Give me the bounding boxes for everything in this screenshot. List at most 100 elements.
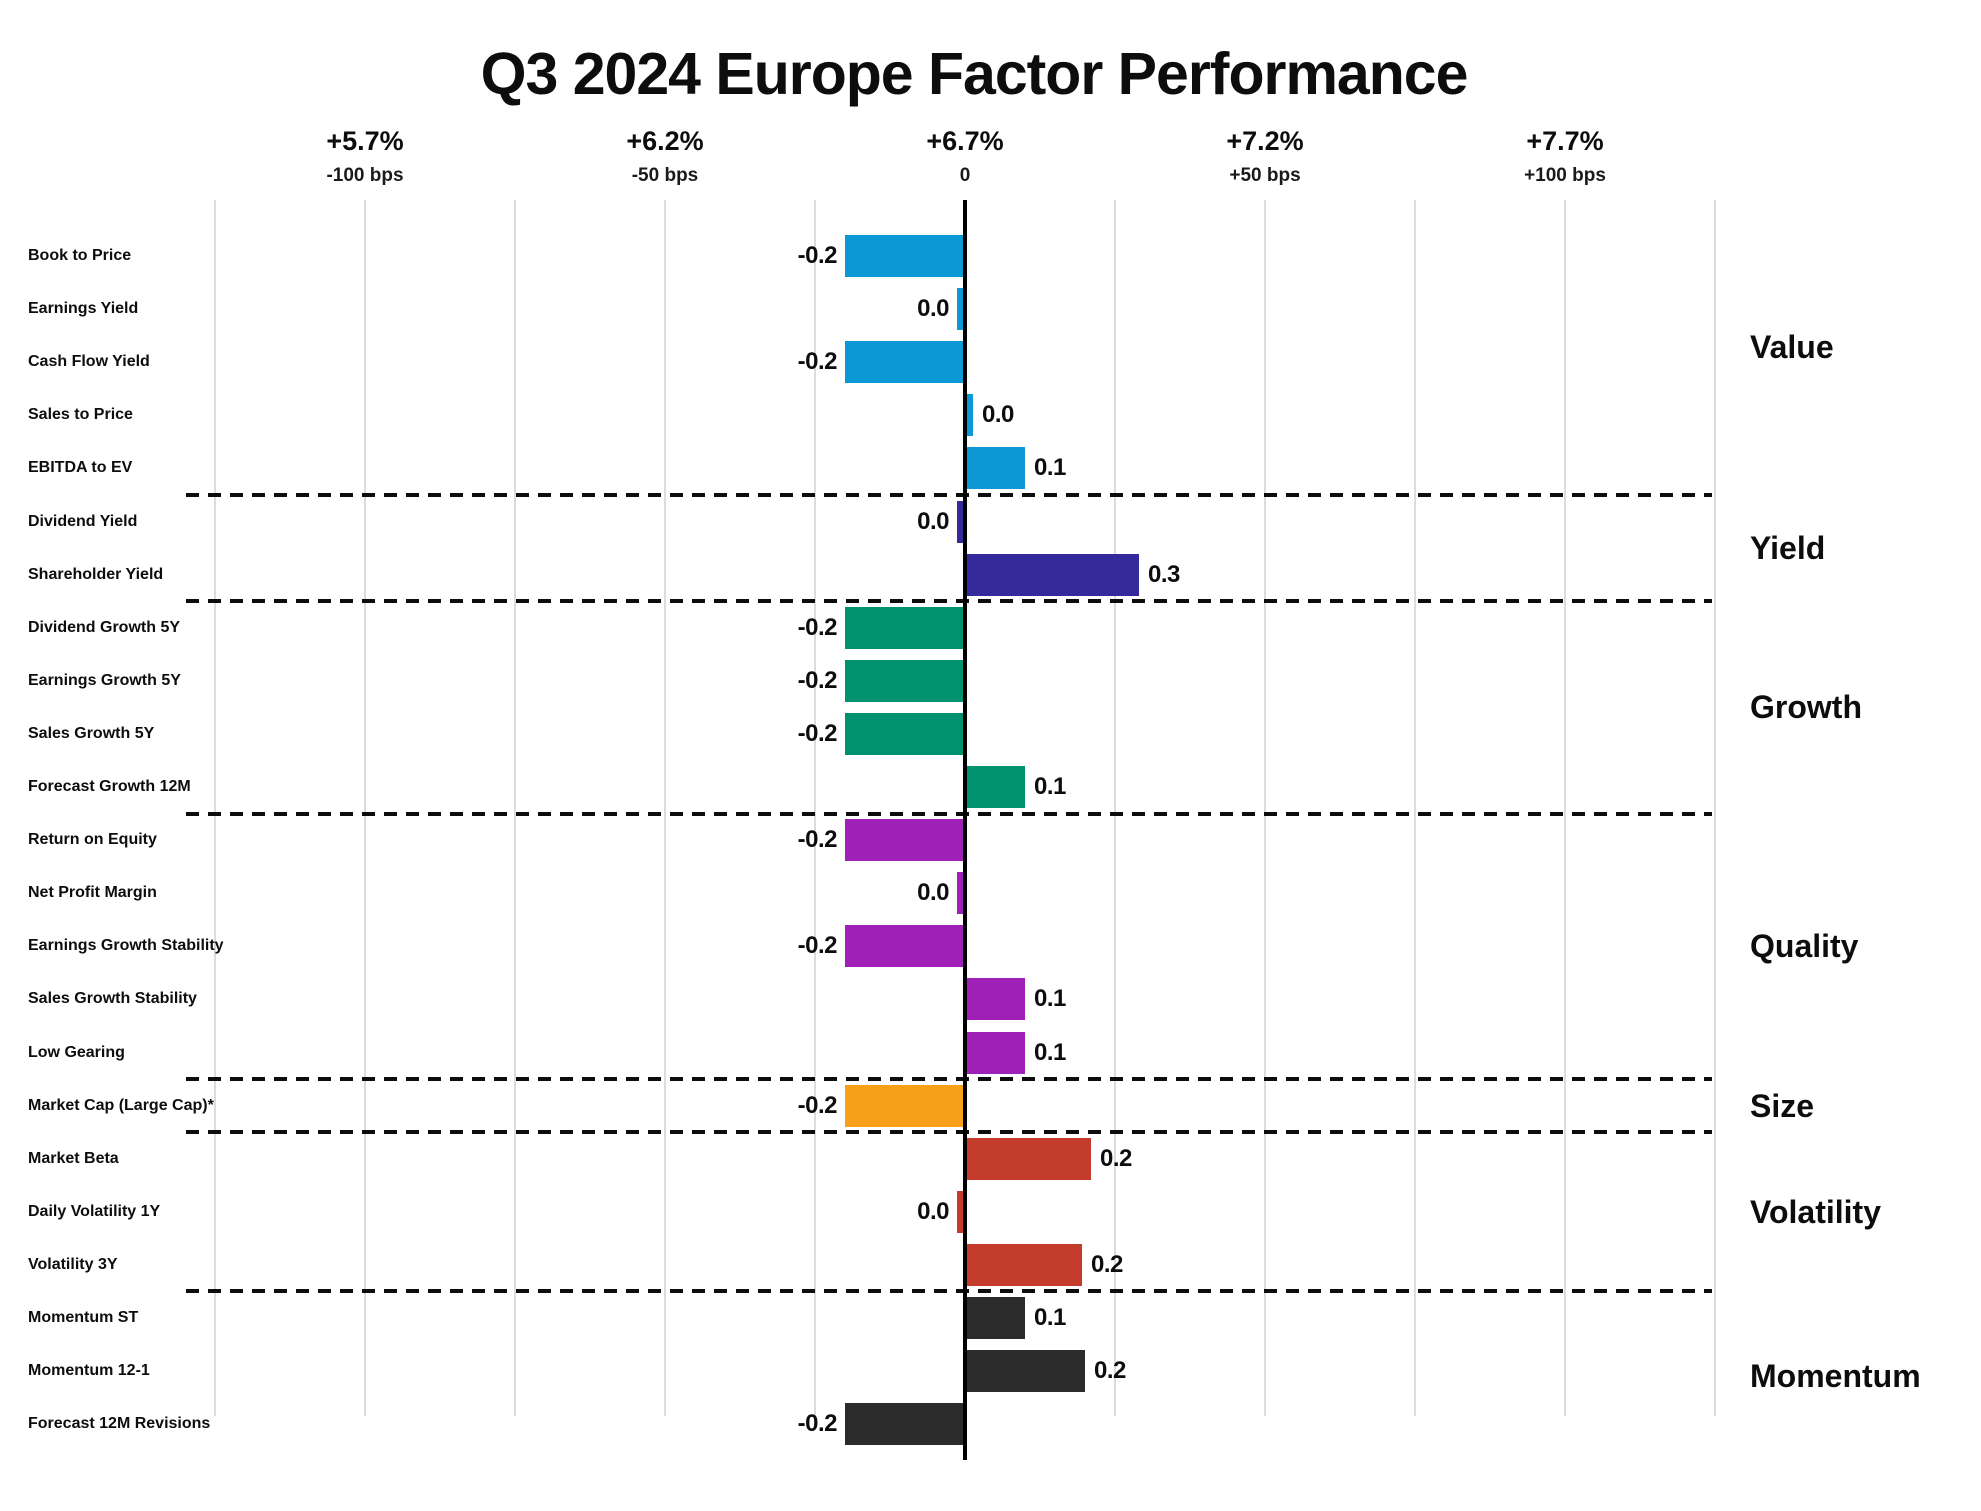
bar-value-label: 0.1 (1034, 454, 1066, 482)
group-label-volatility: Volatility (1750, 1193, 1881, 1230)
bar-value-label: 0.1 (1034, 1304, 1066, 1331)
factor-bar (845, 606, 965, 649)
vertical-gridline (514, 200, 516, 1416)
factor-label: Forecast Growth 12M (28, 778, 191, 795)
vertical-gridline (1714, 200, 1716, 1416)
factor-label: Sales Growth 5Y (28, 724, 155, 742)
group-separator-dashed-line (186, 492, 1712, 497)
vertical-gridline (1564, 200, 1566, 1416)
bar-value-label: 0.2 (1094, 1357, 1126, 1385)
bar-value-label: 0.1 (1034, 1038, 1066, 1066)
bar-value-label: 0.1 (1034, 773, 1066, 800)
factor-label: Shareholder Yield (28, 565, 164, 583)
factor-bar (957, 500, 965, 543)
factor-bar (845, 341, 965, 384)
axis-tick-bps-label: +50 bps (1229, 165, 1301, 186)
factor-label: Volatility 3Y (28, 1255, 118, 1273)
bar-value-label: 0.0 (917, 507, 949, 535)
bar-value-label: 0.1 (1034, 985, 1066, 1013)
axis-tick-percent-label: +7.7% (1526, 126, 1604, 156)
group-separator-dashed-line (186, 1130, 1712, 1135)
bar-value-label: 0.0 (917, 879, 949, 907)
bar-value-label: 0.0 (982, 401, 1014, 429)
axis-tick-percent-label: +6.7% (926, 126, 1004, 156)
group-label-growth: Growth (1750, 689, 1862, 726)
factor-label: Low Gearing (28, 1043, 125, 1061)
group-separator-dashed-line (186, 599, 1712, 604)
factor-bar (965, 1350, 1085, 1393)
factor-label: Momentum 12-1 (28, 1362, 150, 1380)
bar-value-label: -0.2 (797, 1410, 838, 1438)
factor-bar (845, 235, 965, 277)
vertical-gridline (1114, 200, 1116, 1416)
factor-label: Sales to Price (28, 406, 133, 424)
factor-bar (965, 1137, 1091, 1180)
factor-label: Earnings Growth Stability (28, 937, 224, 955)
factor-bar (957, 1190, 965, 1233)
factor-label: Cash Flow Yield (28, 353, 150, 371)
factor-bar (965, 447, 1025, 490)
factor-bar (965, 766, 1025, 808)
factor-bar (845, 1403, 965, 1446)
bar-value-label: -0.2 (797, 348, 838, 376)
bar-value-label: 0.0 (917, 295, 949, 323)
factor-bar (965, 553, 1139, 596)
factor-label: Dividend Growth 5Y (28, 618, 181, 636)
bar-value-label: 0.0 (917, 1197, 949, 1225)
group-separator-dashed-line (186, 1289, 1712, 1294)
factor-label: EBITDA to EV (28, 459, 133, 477)
vertical-gridline (1414, 200, 1416, 1416)
group-label-quality: Quality (1750, 928, 1859, 965)
factor-bar (845, 659, 965, 702)
group-separator-dashed-line (186, 811, 1712, 816)
factor-bar (957, 288, 965, 331)
factor-bar (965, 394, 973, 437)
bar-value-label: -0.2 (797, 932, 838, 960)
factor-bar (845, 925, 965, 968)
vertical-gridline (664, 200, 666, 1416)
bar-value-label: -0.2 (797, 1091, 838, 1119)
factor-label: Forecast 12M Revisions (28, 1415, 211, 1433)
zero-axis-line (963, 200, 967, 1460)
factor-bar (965, 978, 1025, 1021)
axis-tick-percent-label: +6.2% (626, 126, 704, 156)
axis-tick-bps-label: -50 bps (631, 165, 699, 186)
axis-tick-percent-label: +7.2% (1226, 126, 1304, 156)
bar-value-label: -0.2 (797, 613, 838, 641)
vertical-gridline (364, 200, 366, 1416)
group-label-momentum: Momentum (1750, 1357, 1921, 1394)
group-label-value: Value (1750, 329, 1834, 366)
bar-value-label: -0.2 (797, 242, 838, 269)
axis-tick-bps-label: 0 (959, 165, 971, 186)
factor-label: Daily Volatility 1Y (28, 1202, 161, 1220)
vertical-gridline (214, 200, 216, 1416)
group-label-size: Size (1750, 1087, 1815, 1124)
factor-bar (845, 712, 965, 755)
group-separator-dashed-line (186, 1077, 1712, 1082)
bar-value-label: 0.2 (1100, 1144, 1132, 1172)
factor-label: Return on Equity (28, 831, 157, 849)
factor-label: Momentum ST (28, 1309, 139, 1326)
axis-tick-bps-label: +100 bps (1524, 165, 1606, 186)
factor-label: Earnings Yield (28, 300, 139, 318)
factor-bar (845, 1084, 965, 1127)
factor-label: Book to Price (28, 247, 132, 264)
factor-label: Net Profit Margin (28, 884, 157, 902)
factor-bar (845, 819, 965, 862)
bar-value-label: -0.2 (797, 719, 838, 747)
bar-value-label: 0.3 (1148, 560, 1180, 588)
factor-label: Earnings Growth 5Y (28, 671, 181, 689)
factor-label: Market Cap (Large Cap)* (28, 1096, 214, 1114)
axis-tick-bps-label: -100 bps (326, 165, 404, 186)
axis-tick-percent-label: +5.7% (326, 126, 404, 156)
vertical-gridline (1264, 200, 1266, 1416)
chart-title: Q3 2024 Europe Factor Performance (480, 41, 1469, 107)
vertical-gridline (814, 200, 816, 1416)
factor-label: Sales Growth Stability (28, 990, 197, 1008)
bar-value-label: -0.2 (797, 826, 838, 854)
factor-bar (965, 1297, 1025, 1339)
bar-value-label: 0.2 (1091, 1250, 1123, 1278)
group-label-yield: Yield (1750, 530, 1826, 567)
bar-value-label: -0.2 (797, 666, 838, 694)
